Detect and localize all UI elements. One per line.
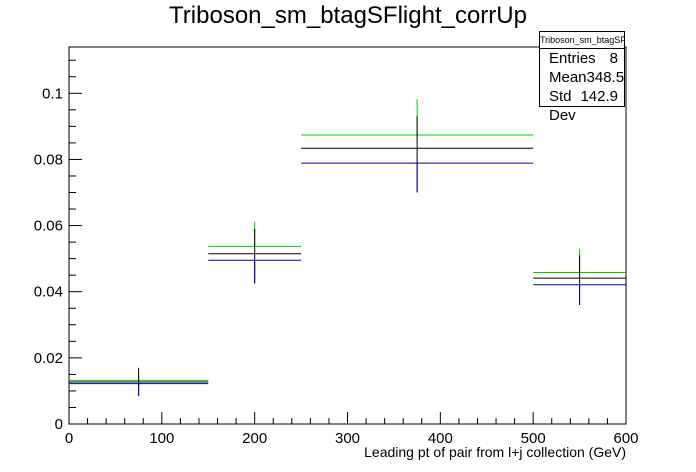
- stats-mean-label: Mean: [549, 69, 587, 86]
- stats-entries-value: 8: [609, 50, 618, 67]
- x-tick-label: 300: [335, 430, 360, 447]
- y-tick-label: 0: [55, 416, 63, 433]
- x-tick-label: 600: [613, 430, 638, 447]
- y-tick-label: 0.06: [34, 218, 63, 235]
- y-tick-label: 0.02: [34, 350, 63, 367]
- stats-std-value: 142.9: [580, 88, 618, 105]
- x-tick-label: 200: [242, 430, 267, 447]
- stats-entries-row: Entries 8: [540, 49, 624, 68]
- data-marks: [69, 99, 626, 396]
- stats-entries-label: Entries: [549, 50, 596, 67]
- x-tick-label: 400: [428, 430, 453, 447]
- stats-std-label: Std Dev: [549, 88, 576, 124]
- stats-box: Triboson_sm_btagSFlight_corrUp Entries 8…: [539, 31, 625, 124]
- x-tick-label: 500: [521, 430, 546, 447]
- chart-title: Triboson_sm_btagSFlight_corrUp: [169, 2, 527, 29]
- y-axis: 0 0.02 0.04 0.06 0.08 0.1: [34, 59, 82, 433]
- stats-std-row: Std Dev 142.9: [540, 87, 624, 124]
- y-tick-label: 0.08: [34, 151, 63, 168]
- stats-box-title: Triboson_sm_btagSFlight_corrUp: [540, 32, 624, 49]
- stats-mean-row: Mean 348.5: [540, 68, 624, 87]
- x-axis-label: Leading pt of pair from l+j collection (…: [364, 444, 626, 460]
- x-tick-label: 100: [149, 430, 174, 447]
- y-tick-label: 0.1: [42, 85, 63, 102]
- x-tick-label: 0: [65, 430, 73, 447]
- y-tick-label: 0.04: [34, 284, 63, 301]
- stats-mean-value: 348.5: [586, 69, 625, 86]
